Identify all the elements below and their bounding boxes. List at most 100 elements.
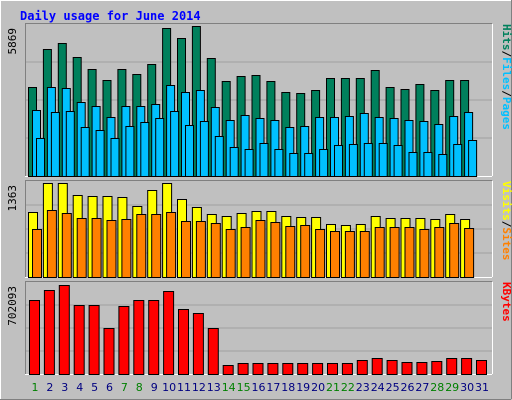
x-tick-label-day-30: 30 [460,381,474,394]
bar-kbytes-day-4 [73,305,85,375]
bar-pages-day-22 [348,144,358,177]
x-tick-label-day-5: 5 [91,381,98,394]
bar-pages-day-12 [199,121,209,177]
x-tick-label-day-14: 14 [222,381,236,394]
legend-hits: Hits [500,24,512,51]
x-tick-label-day-25: 25 [386,381,400,394]
legend-middle: Visits/Sites [500,181,512,261]
x-tick-label-day-2: 2 [46,381,53,394]
bar-pages-day-8 [140,122,150,177]
series-kbytes [29,285,487,375]
bar-pages-day-18 [289,153,299,177]
legend-bottom: KBytes [500,282,512,322]
bar-pages-day-14 [229,147,239,177]
chart-panels: 5869 Hits/Files/Pages 1363 Visits/Sites 7020… [6,23,512,375]
y-axis-max-label: 702093 [6,286,19,326]
bar-sites-day-22 [344,231,355,278]
x-tick-label-day-7: 7 [121,381,128,394]
x-tick-label-day-13: 13 [207,381,221,394]
bar-sites-day-12 [195,221,206,278]
x-tick-label-day-28: 28 [430,381,444,394]
x-tick-label-day-27: 27 [415,381,429,394]
bar-pages-day-28 [438,154,448,177]
bar-kbytes-day-10 [163,291,175,375]
x-tick-label-day-26: 26 [401,381,415,394]
bar-kbytes-day-1 [29,300,40,375]
bar-pages-day-2 [50,112,60,177]
x-tick-label-day-9: 9 [151,381,158,394]
bar-kbytes-day-16 [252,363,264,375]
bar-kbytes-day-19 [297,363,309,375]
bar-pages-day-19 [304,153,314,177]
bar-kbytes-day-2 [43,290,55,375]
x-tick-label-day-4: 4 [76,381,83,394]
bar-pages-day-10 [170,111,180,177]
x-tick-label-day-10: 10 [162,381,176,394]
series-sites [32,210,475,278]
bar-pages-day-29 [453,144,463,177]
x-tick-label-day-16: 16 [252,381,266,394]
x-tick-label-day-17: 17 [266,381,280,394]
bar-pages-day-15 [244,149,254,177]
x-tick-label-day-1: 1 [32,381,39,394]
legend-visits: Visits [500,181,512,221]
bar-pages-day-26 [408,152,418,177]
bar-sites-day-2 [46,210,57,278]
bar-sites-day-26 [404,227,415,278]
chart-panel-middle: 1363 Visits/Sites [6,180,512,278]
bar-sites-day-23 [359,231,370,278]
x-tick-label-day-12: 12 [192,381,206,394]
bar-kbytes-day-21 [327,363,338,375]
bar-kbytes-day-6 [103,328,115,375]
bar-pages-day-25 [393,145,403,177]
bar-sites-day-28 [434,227,445,278]
x-tick-label-day-29: 29 [445,381,459,394]
x-tick-label-day-15: 15 [237,381,251,394]
bar-pages-day-4 [80,127,90,177]
bar-sites-day-6 [106,220,117,278]
bar-pages-day-11 [185,125,194,177]
bar-kbytes-day-31 [476,360,487,375]
legend-kbytes: KBytes [500,282,512,322]
chart-panel-top: 5869 Hits/Files/Pages [6,23,512,177]
bar-sites-day-21 [330,231,340,278]
bar-sites-day-18 [285,226,296,278]
bar-kbytes-day-5 [88,305,100,375]
bar-pages-day-20 [319,149,329,177]
bar-sites-day-11 [181,221,191,278]
bar-sites-day-19 [300,225,311,278]
bar-kbytes-day-12 [192,313,204,375]
bar-sites-day-24 [374,227,385,278]
bar-kbytes-day-17 [267,363,279,375]
bar-kbytes-day-8 [133,300,145,375]
bar-kbytes-day-13 [207,328,219,375]
bar-pages-day-3 [65,111,75,177]
x-tick-label-day-20: 20 [311,381,325,394]
y-axis-max-label: 1363 [6,185,19,212]
bar-kbytes-day-28 [431,361,443,375]
bar-pages-day-24 [378,143,388,177]
x-tick-label-day-3: 3 [61,381,68,394]
bar-kbytes-day-3 [58,285,70,375]
x-tick-label-day-8: 8 [136,381,143,394]
bar-kbytes-day-27 [416,362,428,375]
bar-sites-day-8 [136,214,147,278]
bar-sites-day-3 [61,213,72,278]
bar-sites-day-17 [270,222,281,278]
x-tick-label-day-31: 31 [475,381,489,394]
bar-pages-day-1 [36,138,45,177]
bar-pages-day-21 [334,145,343,177]
chart-panel-bottom: 702093 KBytes [6,281,512,375]
bar-kbytes-day-22 [341,363,353,375]
x-axis-labels: 1 2 3 4 5 6 7 8 9 10 11 12 13 14 15 16 17 18 19 20 21 22 23 24 2… [32,381,490,394]
bar-sites-day-20 [315,229,326,278]
legend-sites: Sites [500,227,512,260]
chart-title: Daily usage for June 2014 [20,9,201,23]
bar-sites-day-4 [76,218,87,278]
bar-sites-day-25 [389,227,400,278]
bar-pages-day-30 [468,140,478,177]
bar-kbytes-day-20 [312,363,324,375]
bar-sites-day-1 [32,229,42,278]
